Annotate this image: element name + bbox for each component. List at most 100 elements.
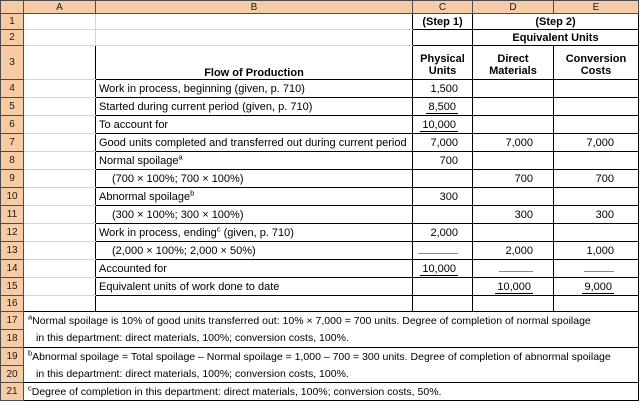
cell-A12[interactable] (23, 223, 96, 242)
row-label-wip-ending[interactable]: Work in process, endingc (given, p. 710) (95, 223, 413, 242)
cell-A2[interactable] (23, 29, 96, 46)
row-header-7[interactable]: 7 (0, 133, 24, 152)
col-header-d[interactable]: D (472, 0, 554, 14)
value-physical-accounted-for[interactable]: 10,000 (412, 259, 473, 278)
cell-E10[interactable] (553, 187, 639, 206)
row-header-18[interactable]: 18 (0, 329, 24, 348)
cell-E5[interactable] (553, 97, 639, 116)
cell-B1[interactable] (95, 13, 413, 30)
cell-A4[interactable] (23, 79, 96, 98)
cell-A16[interactable] (24, 296, 96, 312)
value-physical-started[interactable]: 8,500 (412, 97, 473, 116)
row-header-5[interactable]: 5 (0, 97, 24, 116)
cell-A14[interactable] (23, 259, 96, 278)
value-cc-abnormal-spoilage[interactable]: 300 (553, 205, 639, 224)
cell-A7[interactable] (23, 133, 96, 152)
select-all-corner[interactable] (0, 0, 24, 14)
value-dm-good-units[interactable]: 7,000 (472, 133, 554, 152)
value-cc-normal-spoilage[interactable]: 700 (553, 169, 639, 188)
row-header-2[interactable]: 2 (0, 29, 24, 46)
value-physical-to-account-for[interactable]: 10,000 (412, 115, 473, 134)
row-header-16[interactable]: 16 (0, 295, 24, 312)
cell-C9[interactable] (412, 169, 473, 188)
footnote-c-line1[interactable]: cDegree of completion in this department… (23, 382, 639, 401)
cell-E4[interactable] (553, 79, 639, 98)
row-header-12[interactable]: 12 (0, 223, 24, 242)
col-header-a[interactable]: A (23, 0, 96, 14)
cell-D8[interactable] (472, 151, 554, 170)
cell-A8[interactable] (23, 151, 96, 170)
cell-A5[interactable] (23, 97, 96, 116)
row-header-1[interactable]: 1 (0, 13, 24, 30)
value-physical-abnormal-spoilage[interactable]: 300 (412, 187, 473, 206)
row-header-8[interactable]: 8 (0, 151, 24, 170)
row-header-11[interactable]: 11 (0, 205, 24, 224)
row-header-15[interactable]: 15 (0, 277, 24, 296)
cell-D14-subtotal-rule[interactable] (472, 259, 554, 278)
cell-flow-of-production[interactable]: Flow of Production (95, 45, 413, 80)
cell-C11[interactable] (412, 205, 473, 224)
cell-D12[interactable] (472, 223, 554, 242)
row-header-10[interactable]: 10 (0, 187, 24, 206)
cell-E16[interactable] (553, 295, 639, 312)
col-header-c[interactable]: C (412, 0, 473, 14)
cell-equivalent-units[interactable]: Equivalent Units (472, 29, 639, 46)
cell-A1[interactable] (23, 13, 96, 30)
row-header-17[interactable]: 17 (0, 311, 24, 330)
row-header-13[interactable]: 13 (0, 241, 24, 260)
cell-physical-units[interactable]: Physical Units (412, 45, 473, 80)
cell-E6[interactable] (553, 115, 639, 134)
cell-D6[interactable] (472, 115, 554, 134)
cell-B16[interactable] (95, 295, 413, 312)
row-label-wip-beginning[interactable]: Work in process, beginning (given, p. 71… (95, 79, 413, 98)
row-header-3[interactable]: 3 (0, 45, 24, 80)
value-dm-wip-ending[interactable]: 2,000 (472, 241, 554, 260)
cell-D10[interactable] (472, 187, 554, 206)
row-header-21[interactable]: 21 (0, 382, 24, 401)
cell-A10[interactable] (23, 187, 96, 206)
cell-C15[interactable] (412, 277, 473, 296)
row-header-9[interactable]: 9 (0, 169, 24, 188)
cell-C13-subtotal-rule[interactable] (412, 241, 473, 260)
row-label-normal-spoilage[interactable]: Normal spoilagea (95, 151, 413, 170)
footnote-b-line2[interactable]: in this department: direct materials, 10… (23, 365, 639, 383)
row-label-abnormal-spoilage[interactable]: Abnormal spoilageb (95, 187, 413, 206)
row-header-6[interactable]: 6 (0, 115, 24, 134)
value-cc-wip-ending[interactable]: 1,000 (553, 241, 639, 260)
cell-A11[interactable] (23, 205, 96, 224)
cell-direct-materials[interactable]: Direct Materials (472, 45, 554, 80)
row-header-19[interactable]: 19 (0, 347, 24, 366)
row-label-to-account-for[interactable]: To account for (95, 115, 413, 134)
cell-B2[interactable] (95, 29, 413, 46)
value-dm-abnormal-spoilage[interactable]: 300 (472, 205, 554, 224)
value-dm-normal-spoilage[interactable]: 700 (472, 169, 554, 188)
cell-E8[interactable] (553, 151, 639, 170)
cell-A13[interactable] (23, 241, 96, 260)
row-label-wip-ending-calc[interactable]: (2,000 × 100%; 2,000 × 50%) (95, 241, 413, 260)
footnote-b-line1[interactable]: bAbnormal spoilage = Total spoilage – No… (23, 347, 639, 366)
value-cc-good-units[interactable]: 7,000 (553, 133, 639, 152)
row-label-normal-spoilage-calc[interactable]: (700 × 100%; 700 × 100%) (95, 169, 413, 188)
cell-E14-subtotal-rule[interactable] (553, 259, 639, 278)
row-label-equivalent-units-total[interactable]: Equivalent units of work done to date (95, 277, 413, 296)
row-header-14[interactable]: 14 (0, 259, 24, 278)
row-label-started[interactable]: Started during current period (given, p.… (95, 97, 413, 116)
cell-C16[interactable] (412, 295, 473, 312)
cell-A3[interactable] (23, 45, 96, 80)
row-header-20[interactable]: 20 (0, 365, 24, 383)
value-physical-normal-spoilage[interactable]: 700 (412, 151, 473, 170)
cell-conversion-costs[interactable]: Conversion Costs (553, 45, 639, 80)
cell-D16[interactable] (472, 295, 554, 312)
row-header-4[interactable]: 4 (0, 79, 24, 98)
row-label-good-units[interactable]: Good units completed and transferred out… (95, 133, 413, 152)
row-label-abnormal-spoilage-calc[interactable]: (300 × 100%; 300 × 100%) (95, 205, 413, 224)
value-dm-total[interactable]: 10,000 (472, 277, 554, 296)
cell-step1[interactable]: (Step 1) (412, 13, 473, 30)
cell-D5[interactable] (472, 97, 554, 116)
cell-D4[interactable] (472, 79, 554, 98)
value-physical-wip-ending[interactable]: 2,000 (412, 223, 473, 242)
value-cc-total[interactable]: 9,000 (553, 277, 639, 296)
cell-C2[interactable] (412, 29, 473, 46)
cell-A15[interactable] (23, 277, 96, 296)
value-physical-wip-beginning[interactable]: 1,500 (412, 79, 473, 98)
